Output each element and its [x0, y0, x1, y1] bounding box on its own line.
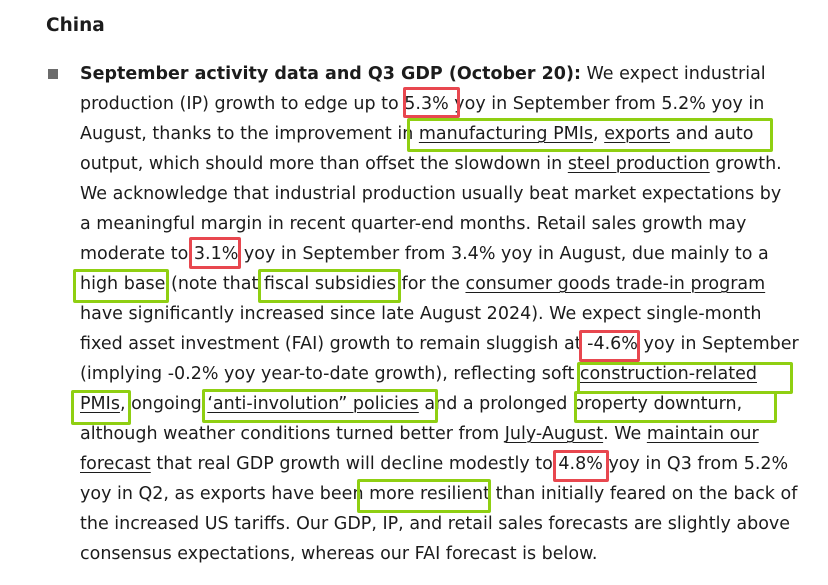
keyword-more-resilient: more resilient — [369, 484, 491, 504]
line-15: yoy in Q2, as exports have been more res… — [80, 482, 797, 506]
retail-forecast-value: 3.1% — [193, 244, 239, 264]
text: , ongoing — [119, 394, 208, 414]
link-steel-production[interactable]: steel production — [567, 154, 710, 174]
link-pmis[interactable]: PMIs — [80, 394, 120, 414]
line-6: a meaningful margin in recent quarter-en… — [80, 214, 747, 234]
link-consumer-goods-trade-in[interactable]: consumer goods trade-in program — [465, 274, 766, 294]
line-16: the increased US tariffs. Our GDP, IP, a… — [80, 514, 791, 534]
line-14: forecast that real GDP growth will decli… — [80, 452, 788, 476]
text: . We — [603, 424, 647, 444]
link-construction-related[interactable]: construction-related — [579, 364, 757, 384]
text: growth. — [709, 154, 782, 174]
text: , — [593, 124, 605, 144]
line-7: moderate to 3.1% yoy in September from 3… — [80, 242, 769, 266]
text: We expect industrial — [580, 64, 766, 84]
line-1: September activity data and Q3 GDP (Octo… — [80, 62, 766, 86]
line-5: We acknowledge that industrial productio… — [80, 184, 782, 204]
keyword-high-base: high base — [80, 274, 166, 294]
text: and a prolonged — [418, 394, 573, 414]
fai-forecast-value: -4.6% — [587, 334, 638, 354]
text: (implying -0.2% yoy year-to-date growth)… — [80, 364, 580, 384]
line-2: production (IP) growth to edge up to 5.3… — [80, 92, 764, 116]
line-4: output, which should more than offset th… — [80, 152, 782, 176]
text: and auto — [670, 124, 754, 144]
text: yoy in Q2, as exports have been — [80, 484, 370, 504]
text: yoy in Q3 from 5.2% — [602, 454, 789, 474]
section-heading: China — [46, 15, 105, 36]
text: (note that — [165, 274, 264, 294]
line-9: have significantly increased since late … — [80, 304, 762, 324]
link-maintain-our-forecast[interactable]: maintain our — [646, 424, 759, 444]
gdp-forecast-value: 4.8% — [558, 454, 603, 474]
text: yoy in September — [637, 334, 799, 354]
keyword-fiscal-subsidies: fiscal subsidies — [263, 274, 396, 294]
link-manufacturing-pmis[interactable]: manufacturing PMIs — [418, 124, 594, 144]
text: than initially feared on the back of — [490, 484, 798, 504]
text: yoy in September from 5.2% yoy in — [448, 94, 765, 114]
text: output, which should more than offset th… — [80, 154, 568, 174]
text: although weather conditions turned bette… — [80, 424, 505, 444]
bullet-marker — [48, 69, 58, 79]
link-july-august[interactable]: July-August — [504, 424, 604, 444]
line-17: consensus expectations, whereas our FAI … — [80, 544, 598, 564]
line-10: fixed asset investment (FAI) growth to r… — [80, 332, 799, 356]
link-anti-involution-policies[interactable]: ‘anti-involution” policies — [207, 394, 419, 414]
keyword-property-downturn: property downturn — [572, 394, 737, 414]
ip-forecast-value: 5.3% — [404, 94, 449, 114]
text: fixed asset investment (FAI) growth to r… — [80, 334, 588, 354]
line-11: (implying -0.2% yoy year-to-date growth)… — [80, 362, 757, 386]
link-exports[interactable]: exports — [604, 124, 670, 144]
line-8: high base (note that fiscal subsidies fo… — [80, 272, 765, 296]
text: , — [736, 394, 743, 414]
text: moderate to — [80, 244, 194, 264]
text: yoy in September from 3.4% yoy in August… — [238, 244, 769, 264]
line-13: although weather conditions turned bette… — [80, 422, 759, 446]
link-forecast[interactable]: forecast — [80, 454, 151, 474]
line-12: PMIs, ongoing ‘anti-involution” policies… — [80, 392, 742, 416]
bullet-lead: September activity data and Q3 GDP (Octo… — [80, 64, 581, 84]
text: production (IP) growth to edge up to — [80, 94, 405, 114]
text: August, thanks to the improvement in — [80, 124, 419, 144]
text: that real GDP growth will decline modest… — [150, 454, 559, 474]
line-3: August, thanks to the improvement in man… — [80, 122, 753, 146]
text: for the — [395, 274, 466, 294]
